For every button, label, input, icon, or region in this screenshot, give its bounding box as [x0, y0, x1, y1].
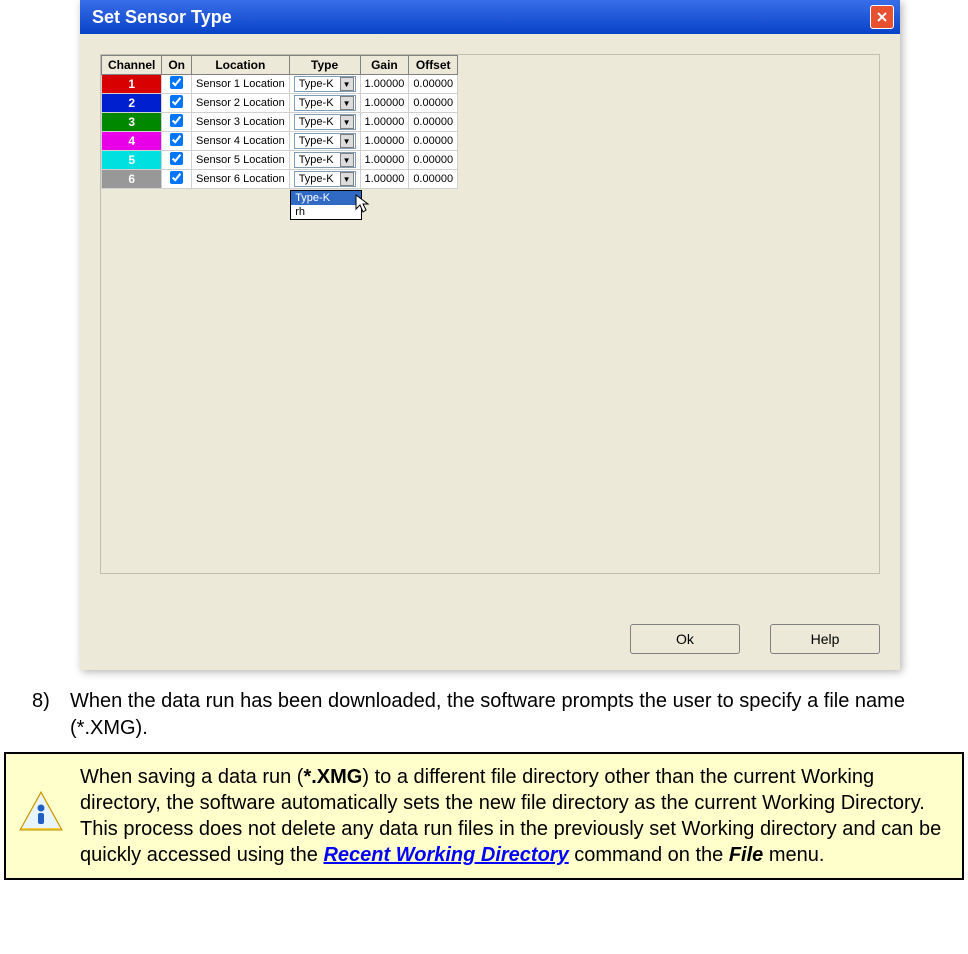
table-row: 2 Sensor 2 LocationType-K▼1.000000.00000 — [102, 94, 458, 113]
step-8: 8) When the data run has been downloaded… — [32, 688, 958, 742]
offset-cell[interactable]: 0.00000 — [409, 94, 458, 113]
step-body: When the data run has been downloaded, t… — [70, 688, 958, 742]
col-offset: Offset — [409, 56, 458, 75]
channel-cell: 5 — [102, 151, 162, 170]
sensor-type-dialog: Set Sensor Type Channel On Location Type… — [80, 0, 900, 670]
location-cell[interactable]: Sensor 3 Location — [192, 113, 290, 132]
offset-cell[interactable]: 0.00000 — [409, 151, 458, 170]
table-row: 4 Sensor 4 LocationType-K▼1.000000.00000 — [102, 132, 458, 151]
type-cell: Type-K▼ — [289, 132, 360, 151]
type-select[interactable]: Type-K▼ — [294, 114, 356, 130]
type-dropdown-open[interactable]: Type-Krh — [290, 190, 362, 220]
help-button[interactable]: Help — [770, 624, 880, 654]
gain-cell[interactable]: 1.00000 — [360, 132, 409, 151]
on-cell — [162, 170, 192, 189]
gain-cell[interactable]: 1.00000 — [360, 75, 409, 94]
chevron-down-icon: ▼ — [340, 77, 354, 91]
on-checkbox[interactable] — [170, 133, 183, 146]
type-cell: Type-K▼ — [289, 94, 360, 113]
on-cell — [162, 75, 192, 94]
on-cell — [162, 94, 192, 113]
location-cell[interactable]: Sensor 4 Location — [192, 132, 290, 151]
type-select[interactable]: Type-K▼ — [294, 133, 356, 149]
info-note: When saving a data run (*.XMG) to a diff… — [4, 752, 964, 880]
chevron-down-icon: ▼ — [340, 115, 354, 129]
location-cell[interactable]: Sensor 5 Location — [192, 151, 290, 170]
channel-cell: 6 — [102, 170, 162, 189]
location-cell[interactable]: Sensor 6 Location — [192, 170, 290, 189]
on-cell — [162, 113, 192, 132]
on-cell — [162, 132, 192, 151]
col-type: Type — [289, 56, 360, 75]
close-button[interactable] — [870, 5, 894, 29]
on-checkbox[interactable] — [170, 114, 183, 127]
table-area: Channel On Location Type Gain Offset 1 Se… — [100, 54, 880, 574]
on-checkbox[interactable] — [170, 171, 183, 184]
offset-cell[interactable]: 0.00000 — [409, 170, 458, 189]
table-row: 6 Sensor 6 LocationType-K▼1.000000.00000 — [102, 170, 458, 189]
note-text: When saving a data run (*.XMG) to a diff… — [80, 764, 948, 868]
chevron-down-icon: ▼ — [340, 96, 354, 110]
dialog-title: Set Sensor Type — [92, 7, 232, 28]
chevron-down-icon: ▼ — [340, 172, 354, 186]
table-row: 1 Sensor 1 LocationType-K▼1.000000.00000 — [102, 75, 458, 94]
type-select[interactable]: Type-K▼ — [294, 152, 356, 168]
col-channel: Channel — [102, 56, 162, 75]
titlebar: Set Sensor Type — [80, 0, 900, 34]
type-cell: Type-K▼ — [289, 113, 360, 132]
recent-working-directory-link[interactable]: Recent Working Directory — [323, 844, 568, 866]
table-row: 3 Sensor 3 LocationType-K▼1.000000.00000 — [102, 113, 458, 132]
type-cell: Type-K▼ — [289, 75, 360, 94]
type-select[interactable]: Type-K▼ — [294, 95, 356, 111]
channel-cell: 3 — [102, 113, 162, 132]
ok-button[interactable]: Ok — [630, 624, 740, 654]
chevron-down-icon: ▼ — [340, 134, 354, 148]
on-checkbox[interactable] — [170, 95, 183, 108]
step-number: 8) — [32, 688, 70, 742]
table-row: 5 Sensor 5 LocationType-K▼1.000000.00000 — [102, 151, 458, 170]
channel-cell: 2 — [102, 94, 162, 113]
channel-cell: 1 — [102, 75, 162, 94]
on-checkbox[interactable] — [170, 152, 183, 165]
type-select[interactable]: Type-K▼ — [294, 171, 356, 187]
type-cell: Type-K▼ — [289, 170, 360, 189]
type-cell: Type-K▼ — [289, 151, 360, 170]
gain-cell[interactable]: 1.00000 — [360, 113, 409, 132]
button-row: Ok Help — [630, 624, 880, 654]
col-on: On — [162, 56, 192, 75]
location-cell[interactable]: Sensor 1 Location — [192, 75, 290, 94]
type-select[interactable]: Type-K▼ — [294, 76, 356, 92]
offset-cell[interactable]: 0.00000 — [409, 75, 458, 94]
info-icon — [16, 788, 66, 838]
sensor-table: Channel On Location Type Gain Offset 1 Se… — [101, 55, 458, 189]
on-checkbox[interactable] — [170, 76, 183, 89]
col-gain: Gain — [360, 56, 409, 75]
dialog-body: Channel On Location Type Gain Offset 1 Se… — [80, 34, 900, 670]
chevron-down-icon: ▼ — [340, 153, 354, 167]
close-icon — [876, 11, 888, 23]
channel-cell: 4 — [102, 132, 162, 151]
on-cell — [162, 151, 192, 170]
dropdown-option[interactable]: Type-K — [291, 191, 361, 205]
col-location: Location — [192, 56, 290, 75]
location-cell[interactable]: Sensor 2 Location — [192, 94, 290, 113]
offset-cell[interactable]: 0.00000 — [409, 132, 458, 151]
offset-cell[interactable]: 0.00000 — [409, 113, 458, 132]
gain-cell[interactable]: 1.00000 — [360, 94, 409, 113]
gain-cell[interactable]: 1.00000 — [360, 170, 409, 189]
gain-cell[interactable]: 1.00000 — [360, 151, 409, 170]
dropdown-option[interactable]: rh — [291, 205, 361, 219]
